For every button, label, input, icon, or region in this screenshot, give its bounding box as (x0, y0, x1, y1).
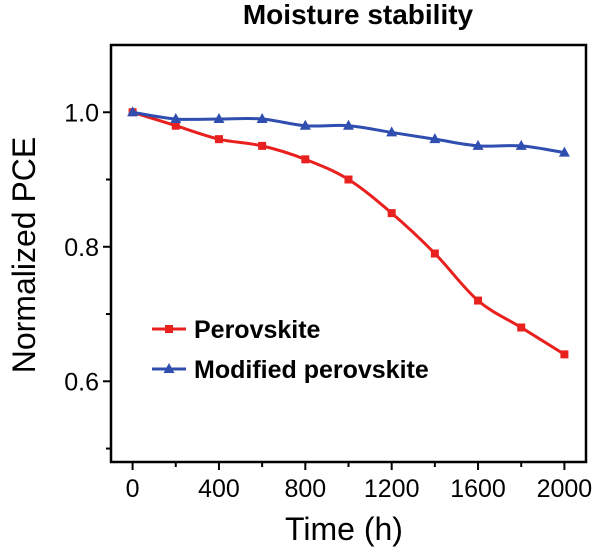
data-point (258, 141, 267, 150)
x-tick-label: 800 (284, 475, 326, 503)
legend-item: Modified perovskite (152, 356, 429, 384)
chart-title: Moisture stability (243, 0, 474, 30)
data-point (429, 133, 441, 144)
y-axis-label: Normalized PCE (6, 137, 42, 374)
data-point (560, 350, 569, 359)
data-point (301, 155, 310, 164)
data-point (474, 296, 483, 305)
data-point (256, 112, 268, 123)
data-point (127, 106, 139, 117)
legend-item: Perovskite (152, 316, 321, 344)
x-axis-ticks: 0 400 800 1200 1600 2000 (126, 462, 593, 503)
x-axis-label: Time (h) (285, 511, 403, 547)
legend-label: Modified perovskite (194, 356, 429, 384)
data-point (517, 323, 526, 332)
plot-frame (109, 43, 588, 464)
data-point (387, 209, 396, 218)
y-tick-label: 1.0 (64, 99, 99, 127)
data-point (558, 146, 570, 157)
data-point (343, 119, 354, 130)
data-point (344, 175, 353, 184)
legend: Perovskite Modified perovskite (152, 316, 429, 384)
data-point (299, 119, 311, 130)
data-point (515, 139, 527, 150)
series-modified-perovskite (127, 106, 570, 157)
series-layer (127, 106, 570, 359)
x-tick-label: 1200 (364, 475, 420, 503)
legend-marker (163, 363, 175, 373)
x-tick-label: 2000 (537, 475, 593, 503)
legend-label: Perovskite (194, 316, 321, 344)
data-point (214, 135, 223, 144)
x-tick-label: 1600 (450, 475, 506, 503)
data-point (430, 249, 439, 258)
y-tick-label: 0.8 (64, 234, 99, 262)
x-tick-label: 400 (198, 475, 240, 503)
data-point (386, 126, 398, 137)
legend-marker (165, 325, 173, 333)
data-point (472, 139, 484, 150)
x-tick-label: 0 (126, 475, 140, 503)
data-point (170, 112, 182, 123)
y-tick-label: 0.6 (64, 368, 99, 396)
data-point (171, 121, 180, 130)
data-point (213, 112, 225, 123)
y-axis-ticks: 0.6 0.8 1.0 (64, 99, 111, 450)
